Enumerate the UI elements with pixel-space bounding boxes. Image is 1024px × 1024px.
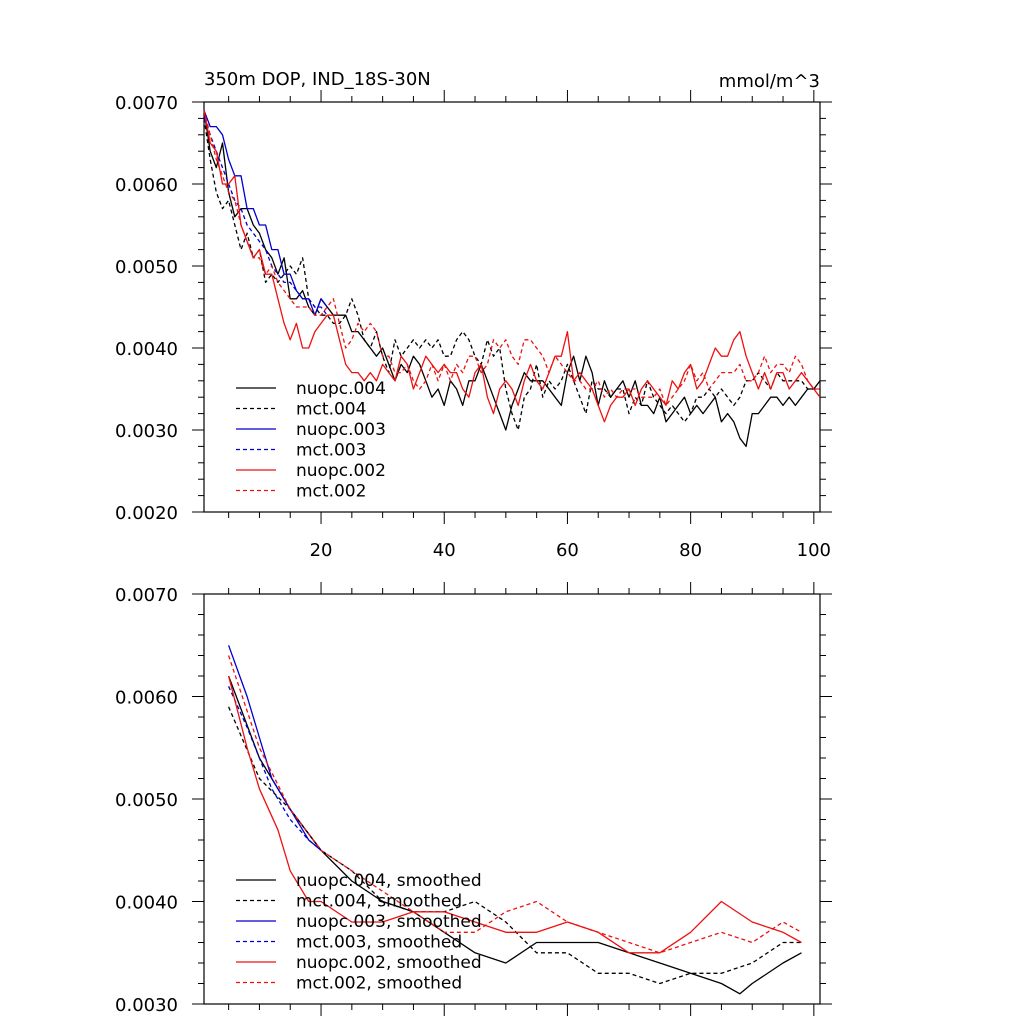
legend-label: nuopc.002, smoothed: [296, 953, 482, 973]
chart-title: 350m DOP, IND_18S-30N: [204, 69, 431, 90]
units-label: mmol/m^3: [719, 71, 820, 92]
legend-label: mct.003, smoothed: [296, 933, 462, 953]
y-tick-label: 0.0060: [115, 175, 178, 196]
y-tick-label: 0.0050: [115, 257, 178, 278]
y-tick-label: 0.0040: [115, 339, 178, 360]
y-tick-label: 0.0030: [115, 421, 178, 442]
series-line: [203, 110, 821, 448]
y-tick-label: 0.0060: [115, 688, 178, 709]
legend-label: nuopc.003: [296, 420, 386, 440]
series-line: [228, 686, 322, 851]
legend-label: nuopc.004, smoothed: [296, 871, 482, 891]
x-tick-label: 80: [679, 540, 702, 561]
series-line: [203, 118, 328, 316]
x-tick-label: 20: [310, 540, 333, 561]
legend-label: mct.003: [296, 441, 366, 461]
y-tick-label: 0.0040: [115, 893, 178, 914]
series-line: [203, 110, 821, 423]
series-line: [227, 655, 802, 954]
y-tick-label: 0.0070: [115, 585, 178, 606]
series-line: [203, 109, 328, 316]
legend-label: nuopc.004: [296, 379, 386, 399]
y-tick-label: 0.0050: [115, 790, 178, 811]
y-tick-label: 0.0020: [115, 503, 178, 524]
series-line: [227, 645, 322, 851]
legend-label: nuopc.003, smoothed: [296, 912, 482, 932]
legend-label: mct.002: [296, 482, 366, 502]
legend-label: nuopc.002: [296, 461, 386, 481]
x-tick-label: 40: [433, 540, 456, 561]
series-line: [227, 675, 802, 954]
plot-frame: [203, 101, 821, 513]
series-line: [203, 118, 820, 431]
y-tick-label: 0.0030: [115, 995, 178, 1016]
y-tick-label: 0.0070: [115, 93, 178, 114]
series-line: [203, 110, 820, 407]
x-tick-label: 100: [797, 540, 831, 561]
top-panel: 350m DOP, IND_18S-30N mmol/m^3 20 40 60 80 1…: [115, 69, 832, 561]
series-line: [228, 706, 802, 985]
x-tick-label: 60: [556, 540, 579, 561]
legend-label: mct.004, smoothed: [296, 892, 462, 912]
legend-label: mct.004: [296, 400, 366, 420]
bottom-panel: 0.0030 0.0040 0.0050 0.0060 0.0070 nuopc.004,…: [115, 582, 832, 1016]
series-line: [227, 675, 802, 995]
legend-label: mct.002, smoothed: [296, 974, 462, 994]
